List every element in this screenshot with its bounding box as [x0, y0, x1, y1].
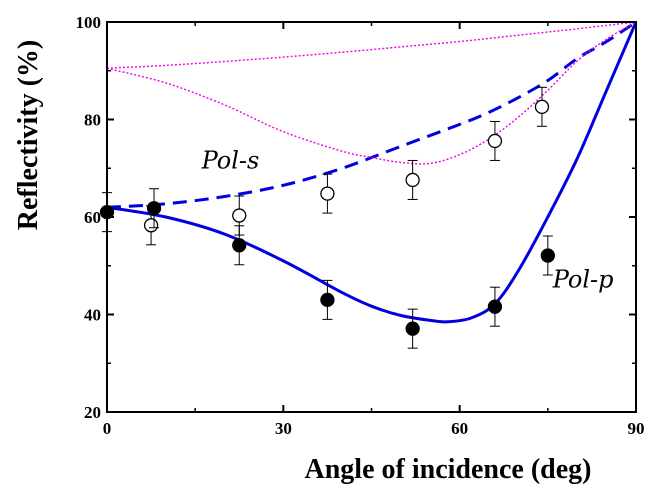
- filled-point: [487, 286, 503, 327]
- open-circle-marker: [534, 99, 550, 114]
- filled-circle-marker: [232, 238, 247, 253]
- ticks-layer: 0 30 60 90 20 40 60 80 100: [76, 13, 645, 438]
- x-axis-title: Angle of incidence (deg): [305, 454, 592, 485]
- curve-dotted-4: [106, 21, 637, 165]
- filled-point: [232, 225, 247, 266]
- y-axis-title: Reflectivity (%): [13, 40, 44, 230]
- curve-solid-3: [106, 21, 638, 324]
- filled-point: [320, 279, 335, 320]
- open-point: [405, 159, 420, 200]
- annotations-layer: Pol-s Pol-p: [201, 146, 614, 293]
- open-point: [487, 120, 503, 161]
- annotation-pol-p: Pol-p: [552, 266, 614, 294]
- filled-circle-marker: [487, 299, 503, 314]
- curve-dotted-5: [106, 21, 637, 69]
- open-circle-marker: [143, 218, 159, 233]
- filled-circle-marker: [146, 201, 162, 216]
- y-tick-label: 20: [84, 403, 101, 422]
- y-tick-label: 40: [84, 306, 101, 325]
- filled-point: [540, 235, 555, 276]
- open-circle-marker: [405, 172, 420, 188]
- filled-point: [405, 308, 420, 349]
- open-point: [534, 86, 550, 127]
- x-tick-label: 30: [275, 419, 292, 438]
- x-tick-label: 90: [628, 419, 645, 438]
- open-circle-marker: [232, 208, 247, 223]
- filled-circle-marker: [320, 292, 335, 308]
- curves-layer: [106, 20, 638, 324]
- y-tick-label: 100: [76, 13, 102, 32]
- points-layer: [99, 86, 555, 349]
- open-circle-marker: [487, 133, 503, 149]
- y-tick-label: 60: [84, 208, 101, 227]
- curve-dashed-2: [106, 20, 637, 209]
- annotation-pol-s: Pol-s: [201, 146, 260, 174]
- filled-circle-marker: [540, 248, 555, 263]
- x-tick-label: 0: [103, 419, 112, 438]
- y-tick-label: 80: [84, 111, 101, 130]
- open-circle-marker: [320, 186, 335, 201]
- open-point: [320, 173, 335, 214]
- x-tick-label: 60: [451, 419, 468, 438]
- filled-point: [146, 188, 162, 229]
- filled-circle-marker: [405, 321, 420, 336]
